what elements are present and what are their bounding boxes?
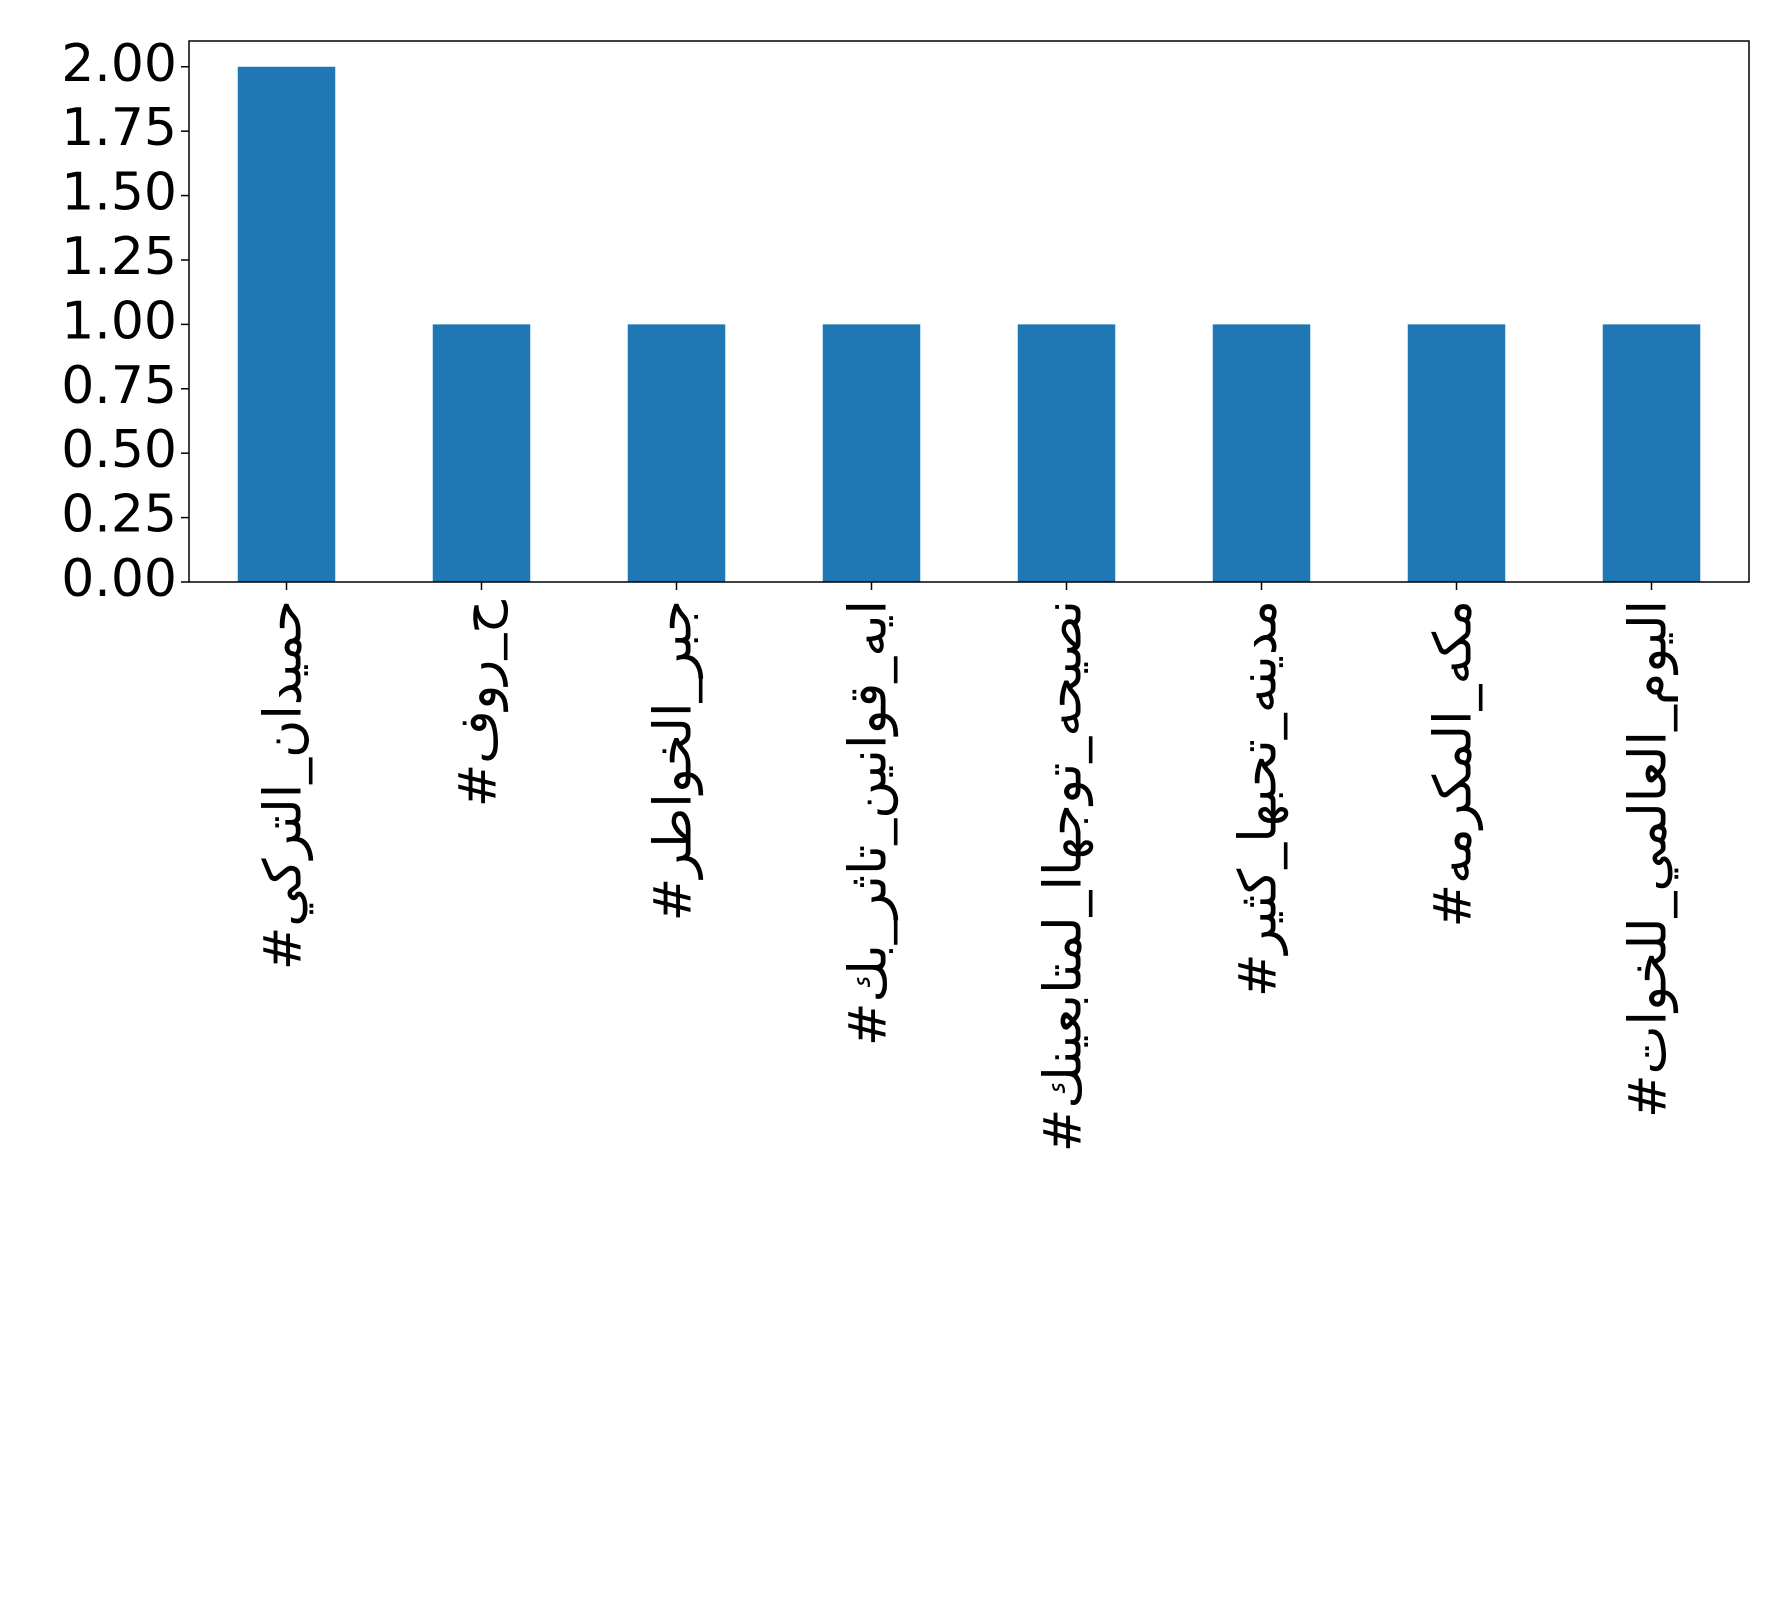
bar xyxy=(432,324,531,582)
y-tick-label: 1.50 xyxy=(61,163,177,223)
bar xyxy=(822,324,921,582)
x-tick-label: #جبر_الخواطر xyxy=(644,600,704,921)
x-tick-label: #ح_روف xyxy=(449,600,509,808)
y-tick-label: 0.50 xyxy=(61,420,177,480)
bar xyxy=(1602,324,1701,582)
bar xyxy=(627,324,726,582)
plot-frame xyxy=(188,40,1750,583)
y-tick-label: 2.00 xyxy=(61,34,177,94)
y-tick-label: 0.25 xyxy=(61,485,177,545)
y-tick-label: 0.75 xyxy=(61,356,177,416)
bar xyxy=(1017,324,1116,582)
y-tick-label: 1.25 xyxy=(61,227,177,287)
bar xyxy=(237,66,336,582)
y-tick-label: 0.00 xyxy=(61,549,177,609)
x-tick-label: #مكه_المكرمه xyxy=(1424,600,1484,928)
y-tick-label: 1.75 xyxy=(61,98,177,158)
x-tick-label: #ايه_قوانين_تاثر_بك xyxy=(839,600,899,1046)
x-tick-label: #اليوم_العالمي_للخوات xyxy=(1619,600,1679,1118)
x-tick-label: #حميدان_التركي xyxy=(254,600,314,970)
x-tick-label: #نصيحه_توجهاا_لمتابعينك xyxy=(1034,600,1094,1152)
x-tick-label: #مدينه_تحبها_كثير xyxy=(1229,600,1289,997)
bar xyxy=(1212,324,1311,582)
y-tick-label: 1.00 xyxy=(61,291,177,351)
bar xyxy=(1407,324,1506,582)
